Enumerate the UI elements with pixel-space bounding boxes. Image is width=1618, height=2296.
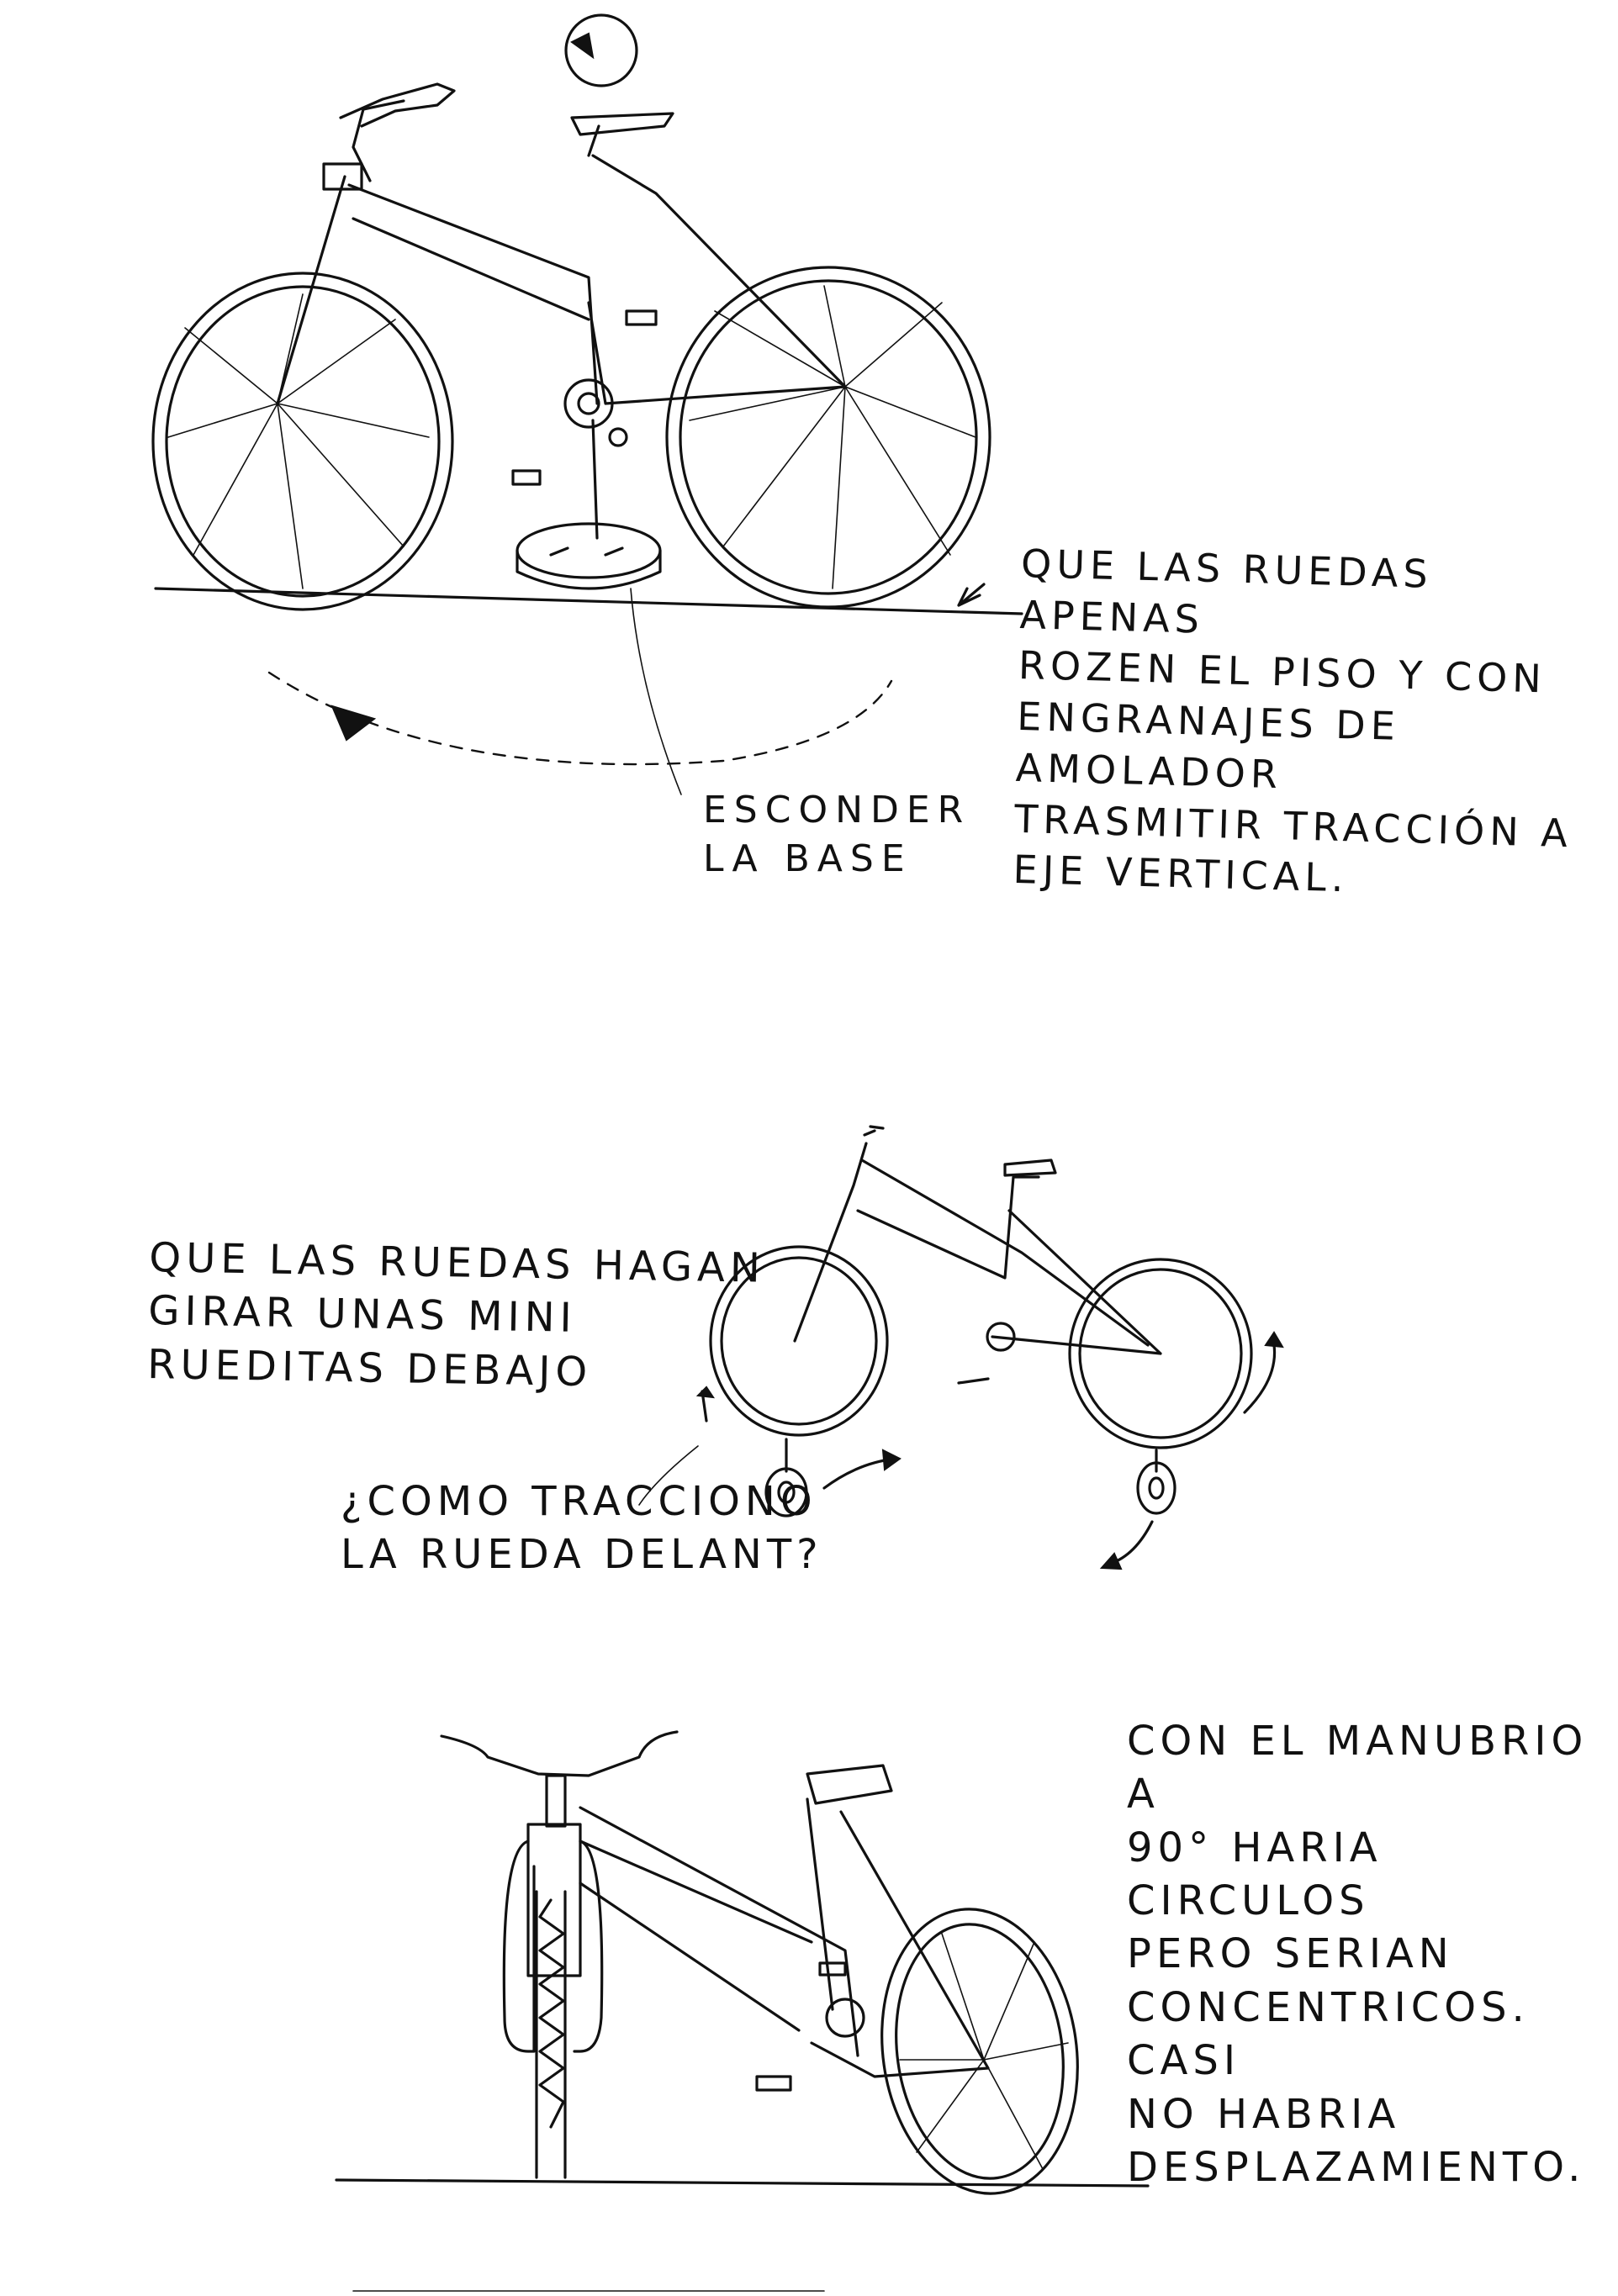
front-view-rear-wheel-inner bbox=[895, 1923, 1065, 2180]
front-wheel-small bbox=[709, 1245, 889, 1437]
mini-wheel-front bbox=[764, 1467, 808, 1517]
rear-wheel-small bbox=[1068, 1258, 1253, 1449]
mini-arrowhead-2 bbox=[1099, 1552, 1123, 1570]
stem bbox=[545, 1774, 567, 1828]
front-wheel-outer bbox=[151, 272, 454, 611]
small-seat bbox=[1003, 1159, 1057, 1177]
crank-chainring bbox=[563, 378, 614, 429]
bicycle-sketch-turntable bbox=[151, 13, 1023, 795]
ground-line bbox=[154, 587, 1023, 615]
small-handlebar bbox=[863, 1125, 885, 1137]
bicycle-sketch-front-view bbox=[335, 1730, 1150, 2195]
grinder-gear bbox=[608, 427, 628, 447]
rear-wheel-spokes bbox=[689, 285, 976, 589]
small-pedal bbox=[957, 1377, 990, 1385]
mini-wheel-rear bbox=[1136, 1461, 1176, 1515]
leader-line-base bbox=[630, 588, 682, 795]
note-handlebar-90: Con el manubrio a 90° haria circulos per… bbox=[1127, 1718, 1589, 2191]
front-wheel-small-inner bbox=[720, 1256, 878, 1426]
rear-wheel-outer bbox=[665, 266, 991, 609]
note-mini-wheels: Que las ruedas hagan girar unas mini rue… bbox=[146, 1233, 766, 1396]
front-view-pedal bbox=[755, 2075, 792, 2092]
turntable-base-top bbox=[516, 522, 662, 579]
frame bbox=[276, 99, 847, 405]
rear-wheel-small-inner bbox=[1078, 1268, 1243, 1439]
front-view-pedal-upper bbox=[818, 1961, 847, 1977]
rotation-arrowhead bbox=[330, 705, 377, 742]
note-hide-base: Esconder la base bbox=[703, 789, 971, 881]
bicycle-sketch-mini-wheels bbox=[638, 1125, 1284, 1570]
leader-line-question bbox=[638, 1445, 699, 1506]
front-view-seat bbox=[806, 1764, 893, 1805]
front-view-rear-spokes bbox=[899, 1933, 1069, 2170]
front-wheel-spokes bbox=[167, 293, 430, 589]
rear-wheel-inner bbox=[679, 279, 978, 595]
pedal-lower bbox=[511, 469, 542, 486]
front-tire bbox=[535, 1890, 567, 2179]
small-crank bbox=[986, 1322, 1016, 1352]
front-tick-arrowhead bbox=[695, 1386, 716, 1399]
front-view-rear-wheel bbox=[880, 1908, 1079, 2195]
front-view-ground bbox=[335, 2178, 1150, 2188]
vertical-axle bbox=[591, 419, 599, 540]
fork-legs bbox=[502, 1839, 604, 2053]
small-frame bbox=[793, 1142, 1162, 1355]
scribble-mark bbox=[570, 32, 595, 60]
front-tire-tread bbox=[538, 1898, 565, 2129]
front-view-crank bbox=[825, 1998, 865, 2038]
fork-crown bbox=[526, 1823, 582, 1977]
mini-wheel-front-hub bbox=[777, 1481, 796, 1504]
head-tube bbox=[322, 162, 363, 191]
pedal-upper bbox=[625, 309, 658, 326]
note-wheels-touch-floor: Que las ruedas apenas rozen el piso y co… bbox=[1012, 540, 1573, 901]
front-handlebar bbox=[440, 1730, 679, 1777]
rear-rotation-arrowhead bbox=[1264, 1331, 1284, 1349]
rear-rotation-arrow bbox=[1243, 1343, 1277, 1414]
mini-arrowhead-1 bbox=[881, 1449, 902, 1471]
round-object-sketch bbox=[564, 13, 638, 87]
mini-wheel-rear-hub bbox=[1148, 1476, 1165, 1500]
pointer-arrow-wheels bbox=[957, 583, 986, 607]
base-arrows bbox=[549, 546, 624, 557]
front-wheel-inner bbox=[165, 285, 441, 598]
front-view-frame bbox=[579, 1797, 990, 2078]
crank-hub bbox=[577, 392, 600, 415]
handlebar bbox=[339, 82, 456, 128]
turntable-base-side bbox=[516, 549, 662, 590]
note-front-wheel-question: ¿Como tracciono la rueda delant? bbox=[341, 1478, 823, 1579]
